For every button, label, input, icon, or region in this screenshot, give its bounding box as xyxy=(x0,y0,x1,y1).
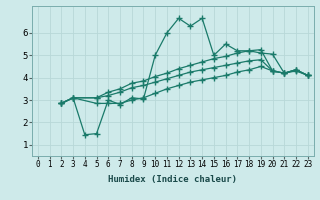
X-axis label: Humidex (Indice chaleur): Humidex (Indice chaleur) xyxy=(108,175,237,184)
